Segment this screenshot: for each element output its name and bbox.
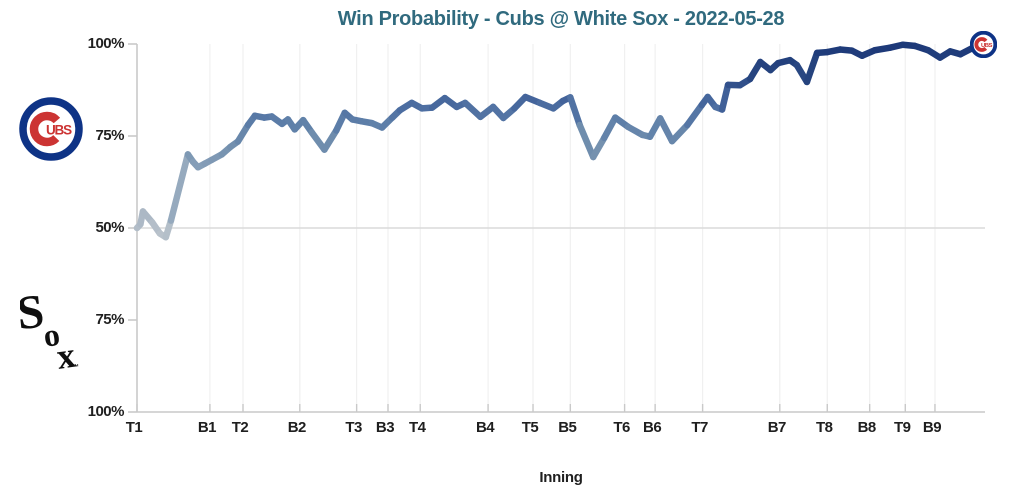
x-tick-label: B1 xyxy=(197,419,217,436)
x-tick-label: B2 xyxy=(287,419,307,436)
svg-text:UBS: UBS xyxy=(46,123,72,138)
x-tick-label: B3 xyxy=(375,419,395,436)
y-tick-label: 75% xyxy=(95,311,124,328)
svg-text:UBS: UBS xyxy=(981,43,992,49)
svg-text:o: o xyxy=(41,316,62,354)
y-tick-label: 50% xyxy=(95,219,124,236)
svg-text:x: x xyxy=(54,335,77,370)
x-tick-label: B7 xyxy=(767,419,787,436)
y-tick-label: 75% xyxy=(95,127,124,144)
whitesox-logo-icon: S o x ™ xyxy=(20,290,79,370)
cubs-end-marker-icon: UBS xyxy=(969,30,997,58)
x-tick-label: B4 xyxy=(475,419,495,436)
cubs-logo-icon: UBS xyxy=(19,97,83,161)
x-tick-label: T5 xyxy=(521,419,539,436)
x-tick-label: T6 xyxy=(613,419,630,436)
x-axis-title: Inning xyxy=(539,469,583,486)
x-tick-label: B6 xyxy=(643,419,662,436)
x-tick-label: T1 xyxy=(125,419,143,436)
x-tick-label: T4 xyxy=(408,419,426,436)
x-tick-label: T2 xyxy=(231,419,249,436)
svg-text:S: S xyxy=(20,290,47,340)
x-tick-label: T7 xyxy=(691,419,708,436)
y-tick-label: 100% xyxy=(87,403,125,420)
x-tick-label: T9 xyxy=(894,419,911,436)
page-title: Win Probability - Cubs @ White Sox - 202… xyxy=(337,8,785,30)
x-tick-label: B9 xyxy=(922,419,942,436)
y-tick-label: 100% xyxy=(87,35,125,52)
x-tick-label: T8 xyxy=(816,419,833,436)
x-tick-label: T3 xyxy=(345,419,362,436)
x-tick-label: B8 xyxy=(857,419,877,436)
x-tick-label: B5 xyxy=(558,419,577,436)
svg-text:™: ™ xyxy=(72,364,79,370)
